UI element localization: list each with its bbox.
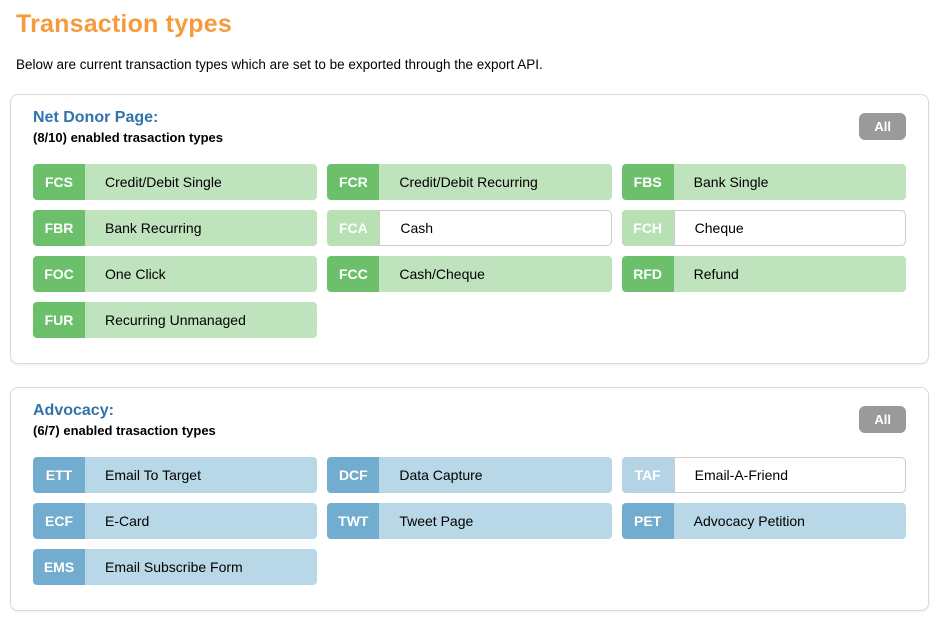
tile-code-badge: TAF xyxy=(621,457,674,493)
tile-code-badge: PET xyxy=(621,503,674,539)
transaction-tile[interactable]: FBR Bank Recurring xyxy=(33,210,318,246)
page-description: Below are current transaction types whic… xyxy=(16,57,543,72)
section-header: Advocacy: (6/7) enabled trasaction types… xyxy=(33,402,906,438)
tile-code-badge: ETT xyxy=(33,457,85,493)
transaction-tile[interactable]: FCR Credit/Debit Recurring xyxy=(327,164,612,200)
transaction-tile[interactable]: PET Advocacy Petition xyxy=(621,503,906,539)
tile-code-badge: FCR xyxy=(327,164,380,200)
section-header: Net Donor Page: (8/10) enabled trasactio… xyxy=(33,109,906,145)
transaction-tile[interactable]: FUR Recurring Unmanaged xyxy=(33,302,318,338)
tile-label: Bank Recurring xyxy=(85,210,318,246)
transaction-tile[interactable]: TAF Email-A-Friend xyxy=(621,457,906,493)
tile-code-badge: FCA xyxy=(327,210,380,246)
transaction-tile[interactable]: ETT Email To Target xyxy=(33,457,318,493)
tile-code-badge: FCC xyxy=(327,256,380,292)
tile-code-badge: FCH xyxy=(621,210,674,246)
tile-label: Credit/Debit Single xyxy=(85,164,318,200)
tile-label: Cash xyxy=(379,210,612,246)
tile-label: Email Subscribe Form xyxy=(85,549,318,585)
tile-code-badge: FCS xyxy=(33,164,85,200)
tile-label: Cash/Cheque xyxy=(379,256,612,292)
transaction-tile[interactable]: FBS Bank Single xyxy=(621,164,906,200)
select-all-button[interactable]: All xyxy=(859,406,906,433)
tile-grid: ETT Email To Target DCF Data Capture TAF… xyxy=(33,457,906,585)
tile-grid: FCS Credit/Debit Single FCR Credit/Debit… xyxy=(33,164,906,338)
tile-label: Email-A-Friend xyxy=(673,457,906,493)
tile-label: Recurring Unmanaged xyxy=(85,302,318,338)
tile-code-badge: RFD xyxy=(621,256,674,292)
section-subtitle: (8/10) enabled trasaction types xyxy=(33,130,224,145)
tile-label: Bank Single xyxy=(673,164,906,200)
tile-label: One Click xyxy=(85,256,318,292)
tile-label: Refund xyxy=(673,256,906,292)
page-title: Transaction types xyxy=(16,10,232,38)
transaction-tile[interactable]: FCC Cash/Cheque xyxy=(327,256,612,292)
transaction-tile[interactable]: FCH Cheque xyxy=(621,210,906,246)
tile-label: Credit/Debit Recurring xyxy=(379,164,612,200)
tile-code-badge: TWT xyxy=(327,503,380,539)
tile-label: Tweet Page xyxy=(379,503,612,539)
section-panel: Net Donor Page: (8/10) enabled trasactio… xyxy=(10,94,929,364)
tile-code-badge: FOC xyxy=(33,256,85,292)
tile-label: Cheque xyxy=(673,210,906,246)
transaction-tile[interactable]: DCF Data Capture xyxy=(327,457,612,493)
transaction-tile[interactable]: ECF E-Card xyxy=(33,503,318,539)
section-header-text: Net Donor Page: (8/10) enabled trasactio… xyxy=(33,109,223,145)
tile-code-badge: FBR xyxy=(33,210,85,246)
transaction-tile[interactable]: EMS Email Subscribe Form xyxy=(33,549,318,585)
transaction-tile[interactable]: FOC One Click xyxy=(33,256,318,292)
section-subtitle: (6/7) enabled trasaction types xyxy=(33,423,216,438)
transaction-tile[interactable]: FCA Cash xyxy=(327,210,612,246)
transaction-tile[interactable]: TWT Tweet Page xyxy=(327,503,612,539)
tile-code-badge: FUR xyxy=(33,302,85,338)
tile-code-badge: ECF xyxy=(33,503,85,539)
section-title: Advocacy: xyxy=(33,402,114,419)
section-panel: Advocacy: (6/7) enabled trasaction types… xyxy=(10,387,929,611)
sections: Net Donor Page: (8/10) enabled trasactio… xyxy=(10,94,929,611)
tile-label: Data Capture xyxy=(379,457,612,493)
tile-label: Advocacy Petition xyxy=(673,503,906,539)
transaction-tile[interactable]: FCS Credit/Debit Single xyxy=(33,164,318,200)
tile-label: E-Card xyxy=(85,503,318,539)
tile-code-badge: DCF xyxy=(327,457,380,493)
transaction-tile[interactable]: RFD Refund xyxy=(621,256,906,292)
tile-label: Email To Target xyxy=(85,457,318,493)
tile-code-badge: FBS xyxy=(621,164,674,200)
tile-code-badge: EMS xyxy=(33,549,85,585)
section-title: Net Donor Page: xyxy=(33,109,159,126)
select-all-button[interactable]: All xyxy=(859,113,906,140)
section-header-text: Advocacy: (6/7) enabled trasaction types xyxy=(33,402,216,438)
